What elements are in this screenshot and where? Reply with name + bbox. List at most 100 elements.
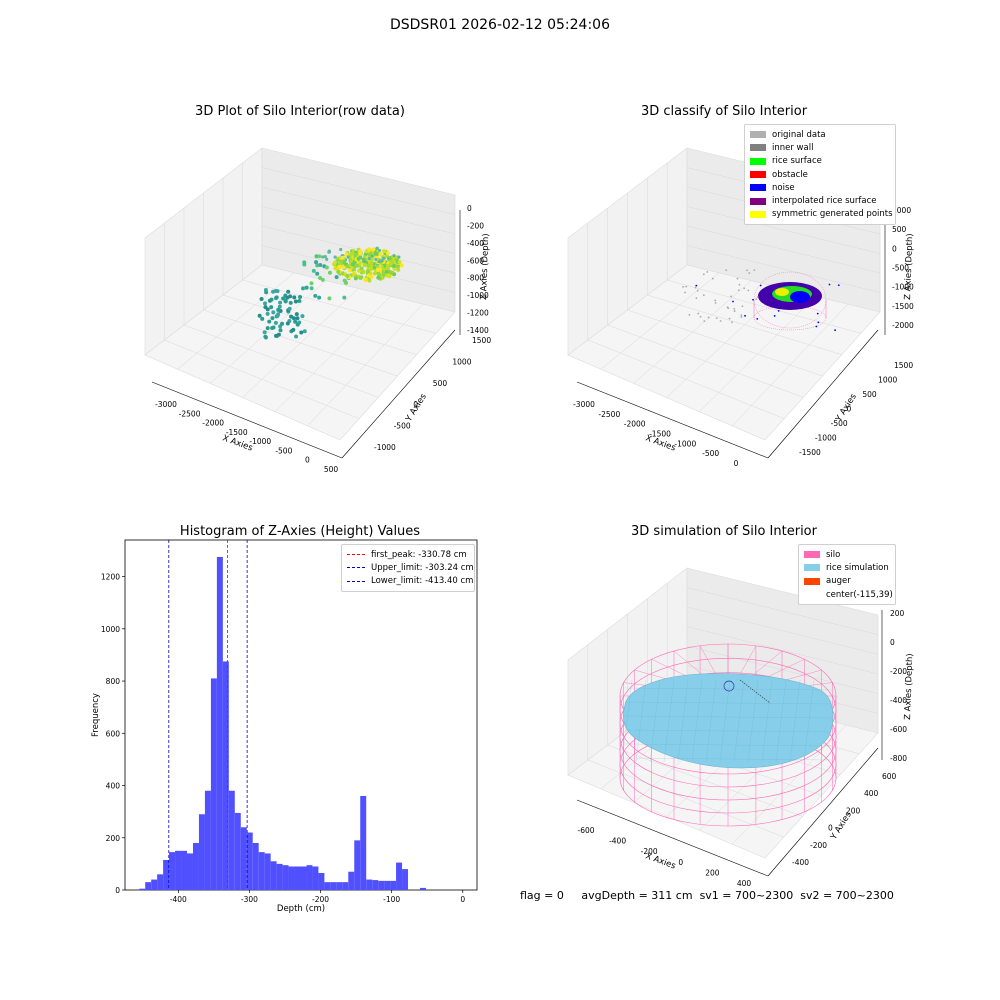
figure-title: DSDSR01 2026-02-12 05:24:06 bbox=[389, 17, 610, 33]
grid-line bbox=[686, 206, 881, 254]
data-point bbox=[270, 316, 275, 321]
z-tick-label: 1000 bbox=[892, 206, 911, 215]
data-point bbox=[756, 296, 759, 298]
data-point bbox=[740, 314, 743, 317]
y-tick-label: -200 bbox=[810, 841, 827, 850]
grid-line bbox=[686, 245, 881, 293]
x-tick-label: -1000 bbox=[674, 439, 696, 448]
data-point bbox=[301, 286, 306, 291]
raw-panel-title: 3D Plot of Silo Interior(row data) bbox=[195, 104, 405, 119]
raw-z-label: Z Axies (Depth) bbox=[479, 233, 491, 300]
data-point bbox=[776, 304, 779, 306]
z-tick-label: 0 bbox=[892, 244, 897, 253]
data-point bbox=[744, 314, 746, 317]
grid-line bbox=[261, 206, 456, 254]
data-point bbox=[384, 269, 389, 274]
data-point bbox=[309, 281, 314, 286]
classify-legend: original data inner wall rice surface ob… bbox=[744, 124, 896, 226]
data-point bbox=[288, 294, 293, 299]
y-tick-label: 200 bbox=[106, 834, 121, 843]
legend-item-inner-wall: inner wall bbox=[750, 141, 890, 154]
data-point bbox=[267, 319, 272, 324]
data-point bbox=[355, 263, 360, 268]
x-tick-label: -3000 bbox=[155, 400, 177, 409]
data-point bbox=[733, 307, 736, 310]
data-point bbox=[302, 262, 307, 267]
data-point bbox=[314, 254, 319, 259]
histogram-x-label: Depth (cm) bbox=[277, 904, 325, 914]
legend-swatch bbox=[750, 131, 766, 139]
data-point bbox=[737, 289, 740, 292]
sv2-text: sv2 = 700~2300 bbox=[800, 889, 894, 902]
legend-item-upper-limit: Upper_limit: -303.24 cm bbox=[347, 561, 474, 574]
histogram-bar bbox=[234, 812, 241, 890]
histogram-bar bbox=[216, 556, 223, 890]
data-point bbox=[333, 255, 337, 259]
data-point bbox=[302, 329, 307, 334]
x-tick-label: -600 bbox=[577, 826, 594, 835]
data-point bbox=[366, 273, 371, 278]
y-tick-label: 1000 bbox=[878, 376, 897, 385]
data-point bbox=[741, 305, 744, 308]
x-tick-label: 500 bbox=[324, 465, 339, 474]
legend-label: auger bbox=[826, 576, 851, 587]
legend-item-rice-simulation: rice simulation bbox=[804, 561, 890, 574]
data-point bbox=[731, 321, 733, 324]
data-point bbox=[340, 255, 345, 260]
data-point bbox=[817, 321, 820, 324]
data-point bbox=[317, 295, 322, 300]
data-point bbox=[293, 299, 298, 304]
x-tick-label: 0 bbox=[305, 456, 310, 465]
data-point bbox=[318, 263, 323, 268]
legend-swatch bbox=[750, 184, 766, 192]
mesh-line bbox=[733, 679, 745, 763]
x-tick-label: -400 bbox=[170, 895, 187, 904]
raw-y-label: Y Axies bbox=[404, 392, 430, 425]
data-point bbox=[702, 273, 705, 276]
data-point bbox=[300, 314, 305, 319]
data-point bbox=[260, 316, 265, 321]
data-point bbox=[685, 285, 688, 288]
data-point bbox=[286, 289, 291, 294]
data-point bbox=[777, 309, 780, 312]
data-point bbox=[695, 284, 698, 287]
z-tick-label: -200 bbox=[467, 221, 484, 230]
histogram-bar bbox=[330, 882, 337, 890]
data-point bbox=[783, 283, 786, 286]
data-point bbox=[828, 283, 831, 286]
z-tick-label: 0 bbox=[467, 204, 472, 213]
x-tick-label: -200 bbox=[641, 847, 658, 856]
data-point bbox=[265, 307, 270, 312]
histogram-bar bbox=[300, 866, 307, 890]
data-point bbox=[397, 259, 402, 264]
z-tick-label: -2000 bbox=[892, 321, 914, 330]
data-point bbox=[703, 320, 706, 323]
legend-line bbox=[347, 554, 365, 556]
y-tick-label: -1500 bbox=[799, 448, 821, 457]
x-tick-label: 200 bbox=[705, 868, 720, 877]
histogram-bar bbox=[204, 790, 211, 890]
data-point bbox=[725, 269, 728, 272]
classify-panel-title: 3D classify of Silo Interior bbox=[640, 104, 808, 119]
y-tick-label: -400 bbox=[792, 858, 809, 867]
data-point bbox=[699, 315, 702, 318]
simulation-x-label: X Axies bbox=[644, 851, 677, 871]
data-point bbox=[373, 251, 378, 256]
legend-item-interpolated-rice-surface: interpolated rice surface bbox=[750, 194, 890, 207]
data-point bbox=[309, 286, 314, 291]
histogram-bar bbox=[342, 882, 349, 890]
z-tick-label: -600 bbox=[467, 256, 484, 265]
histogram-bar bbox=[384, 880, 391, 890]
legend-swatch bbox=[804, 564, 820, 572]
histogram-bar bbox=[157, 874, 164, 890]
data-point bbox=[288, 300, 293, 305]
histogram-bar bbox=[169, 852, 176, 890]
histogram-bar bbox=[222, 661, 229, 890]
legend-label: Upper_limit: -303.24 cm bbox=[371, 562, 474, 573]
data-point bbox=[334, 275, 339, 280]
mesh-line bbox=[803, 679, 815, 763]
data-point bbox=[314, 260, 319, 265]
data-point bbox=[371, 247, 376, 252]
histogram-frame bbox=[124, 539, 478, 891]
mesh-line bbox=[635, 679, 647, 763]
